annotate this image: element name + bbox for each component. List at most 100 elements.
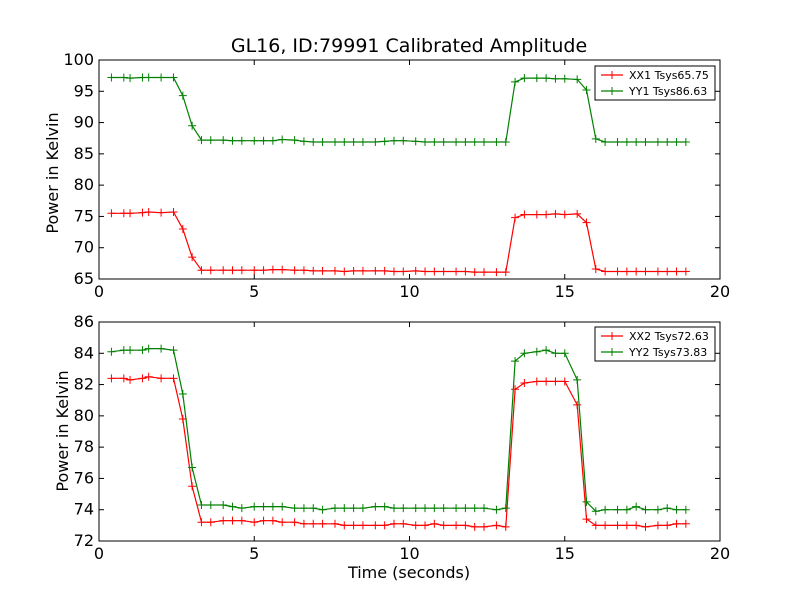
- data-point: [582, 497, 591, 506]
- data-point: [371, 502, 380, 511]
- data-point: [318, 505, 327, 514]
- data-point: [358, 521, 367, 530]
- data-point: [452, 504, 461, 513]
- data-point: [470, 522, 479, 531]
- data-point: [452, 137, 461, 146]
- data-point: [228, 266, 237, 275]
- series-line: [111, 211, 686, 273]
- data-point: [299, 519, 308, 528]
- data-point: [663, 137, 672, 146]
- data-point: [219, 266, 228, 275]
- data-point: [268, 136, 277, 145]
- data-point: [511, 77, 520, 86]
- data-point: [169, 73, 178, 82]
- data-point: [520, 210, 529, 219]
- data-point: [551, 349, 560, 358]
- data-point: [681, 505, 690, 514]
- y-tick-label: 80: [74, 175, 94, 194]
- x-tick-label: 5: [249, 282, 259, 301]
- y-tick-label: 84: [74, 343, 94, 362]
- data-point: [197, 136, 206, 145]
- x-tick-label: 10: [399, 544, 419, 563]
- data-point: [144, 372, 153, 381]
- data-point: [380, 521, 389, 530]
- data-point: [278, 518, 287, 527]
- data-point: [389, 267, 398, 276]
- data-point: [641, 137, 650, 146]
- data-point: [542, 346, 551, 355]
- data-point: [371, 266, 380, 275]
- legend-label: XX1 Tsys65.75: [629, 69, 709, 82]
- data-point: [532, 347, 541, 356]
- y-tick-label: 90: [74, 113, 94, 132]
- data-point: [439, 267, 448, 276]
- axes-frame: [98, 321, 721, 542]
- data-point: [157, 208, 166, 217]
- data-point: [492, 521, 501, 530]
- data-point: [107, 209, 116, 218]
- data-point: [237, 136, 246, 145]
- data-point: [421, 267, 430, 276]
- data-point: [169, 346, 178, 355]
- data-point: [430, 519, 439, 528]
- data-point: [641, 522, 650, 531]
- data-point: [520, 379, 529, 388]
- data-point: [560, 349, 569, 358]
- legend-marker: [608, 348, 616, 356]
- data-point: [641, 505, 650, 514]
- data-point: [349, 266, 358, 275]
- data-point: [461, 521, 470, 530]
- data-point: [178, 224, 187, 233]
- data-point: [318, 137, 327, 146]
- data-point: [573, 400, 582, 409]
- data-point: [107, 347, 116, 356]
- data-point: [542, 210, 551, 219]
- data-point: [144, 208, 153, 217]
- data-point: [290, 136, 299, 145]
- data-point: [452, 267, 461, 276]
- data-point: [492, 505, 501, 514]
- data-point: [259, 502, 268, 511]
- data-point: [309, 266, 318, 275]
- data-point: [138, 208, 147, 217]
- data-point: [672, 267, 681, 276]
- data-point: [144, 344, 153, 353]
- series-yy1: [107, 73, 690, 146]
- x-tick-label: 15: [555, 544, 575, 563]
- data-point: [399, 519, 408, 528]
- data-point: [480, 268, 489, 277]
- data-point: [318, 519, 327, 528]
- data-point: [480, 522, 489, 531]
- y-tick-label: 70: [74, 238, 94, 257]
- legend-marker: [608, 332, 616, 340]
- data-point: [157, 73, 166, 82]
- data-point: [126, 209, 135, 218]
- data-point: [641, 267, 650, 276]
- data-point: [299, 137, 308, 146]
- y-tick-label: 72: [74, 531, 94, 550]
- data-point: [188, 253, 197, 262]
- data-point: [188, 482, 197, 491]
- data-point: [480, 137, 489, 146]
- data-point: [340, 504, 349, 513]
- data-point: [228, 502, 237, 511]
- data-point: [259, 266, 268, 275]
- data-point: [309, 504, 318, 513]
- data-point: [582, 86, 591, 95]
- x-tick-label: 5: [249, 544, 259, 563]
- data-point: [188, 463, 197, 472]
- data-point: [169, 374, 178, 383]
- data-point: [197, 518, 206, 527]
- data-point: [613, 505, 622, 514]
- data-point: [470, 504, 479, 513]
- data-point: [126, 74, 135, 83]
- data-point: [290, 518, 299, 527]
- data-point: [470, 268, 479, 277]
- data-point: [219, 136, 228, 145]
- data-point: [206, 518, 215, 527]
- y-tick-label: 80: [74, 406, 94, 425]
- data-point: [389, 519, 398, 528]
- axes-frame: [98, 59, 721, 280]
- data-point: [237, 504, 246, 513]
- data-point: [250, 266, 259, 275]
